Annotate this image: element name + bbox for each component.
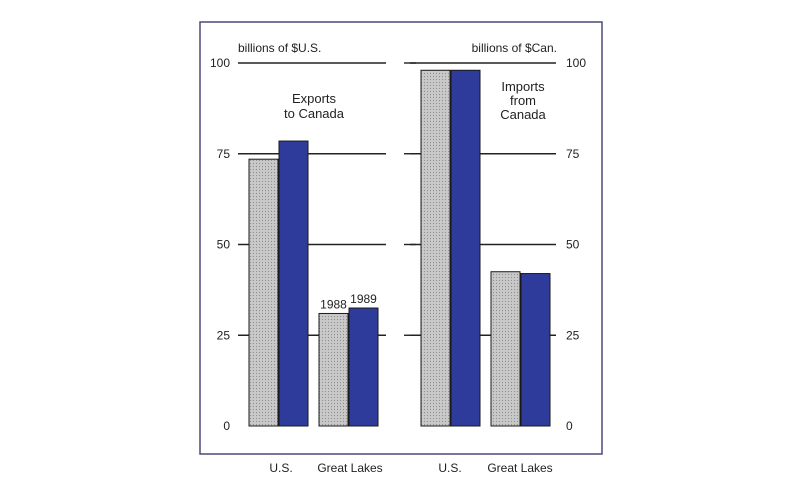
bar-1988-1	[248, 158, 279, 427]
x-category-label: Great Lakes	[317, 461, 382, 475]
bar-1988-2	[490, 271, 521, 427]
y-tick-label: 100	[210, 56, 230, 70]
series-label: 1988	[320, 297, 347, 311]
y-tick-label: 75	[217, 147, 231, 161]
chart-annotation: from	[510, 93, 536, 108]
x-category-label: U.S.	[438, 461, 461, 475]
chart-panel-1: 0 25 50 75 100 billions of $U.S. U.S. Great Lak…	[210, 41, 386, 475]
bar-1989-2	[348, 307, 379, 427]
chart-annotation: Canada	[500, 107, 546, 122]
y-tick-label: 25	[566, 328, 580, 342]
y-tick-label: 75	[566, 147, 580, 161]
bar-1989-2	[520, 273, 551, 427]
chart-frame	[199, 21, 603, 455]
series-label: 1989	[350, 292, 377, 306]
bar-1989-1	[278, 140, 309, 427]
chart-annotation: to Canada	[284, 106, 345, 121]
chart-annotation: Exports	[292, 91, 337, 106]
y-tick-label: 0	[223, 419, 230, 433]
y-unit-label: billions of $Can.	[472, 41, 557, 55]
y-tick-label: 50	[217, 238, 231, 252]
y-tick-label: 100	[566, 56, 586, 70]
bar-1988-2	[318, 312, 349, 427]
y-unit-label: billions of $U.S.	[238, 41, 321, 55]
bar-1989-1	[450, 69, 481, 427]
y-tick-label: 50	[566, 238, 580, 252]
x-category-label: U.S.	[269, 461, 292, 475]
chart-annotation: Imports	[501, 79, 545, 94]
y-tick-label: 25	[217, 328, 231, 342]
y-tick-label: 0	[566, 419, 573, 433]
chart-panel-2: 0 25 50 75 100 billions of $Can. U.S. Great Lak…	[404, 41, 586, 475]
x-category-label: Great Lakes	[487, 461, 552, 475]
bar-1988-1	[420, 69, 451, 427]
